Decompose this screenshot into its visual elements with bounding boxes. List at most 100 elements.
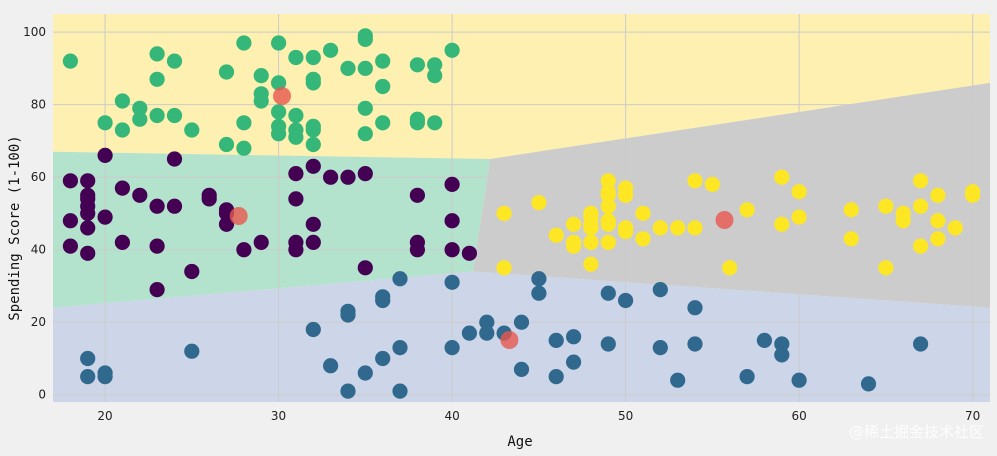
- centroid-marker: [273, 87, 291, 105]
- region-bottom: [53, 271, 990, 402]
- data-point-cluster-3: [913, 198, 929, 214]
- data-point-cluster-2: [97, 147, 113, 163]
- data-point-cluster-3: [496, 260, 512, 276]
- data-point-cluster-2: [444, 213, 460, 229]
- data-point-cluster-3: [687, 173, 703, 189]
- centroids: [229, 87, 734, 349]
- data-point-cluster-1: [114, 93, 130, 109]
- data-point-cluster-1: [375, 53, 391, 69]
- y-tick-label: 100: [23, 25, 46, 39]
- data-point-cluster-4: [566, 354, 582, 370]
- data-point-cluster-4: [392, 383, 408, 399]
- data-point-cluster-3: [496, 205, 512, 221]
- data-point-cluster-2: [62, 213, 78, 229]
- data-point-cluster-2: [184, 263, 200, 280]
- y-tick-label: 60: [31, 170, 46, 184]
- data-point-cluster-3: [600, 187, 616, 203]
- data-point-cluster-1: [271, 104, 287, 120]
- data-point-cluster-2: [236, 242, 252, 258]
- data-point-cluster-4: [479, 314, 495, 330]
- data-point-cluster-3: [583, 256, 599, 272]
- region-right: [472, 82, 990, 308]
- data-point-cluster-3: [618, 224, 634, 240]
- data-point-cluster-1: [236, 140, 252, 156]
- data-point-cluster-1: [375, 115, 391, 131]
- data-point-cluster-1: [149, 107, 165, 124]
- data-point-cluster-2: [80, 205, 96, 221]
- data-point-cluster-1: [357, 31, 373, 47]
- data-point-cluster-2: [149, 238, 165, 254]
- data-point-cluster-4: [670, 372, 686, 388]
- data-point-cluster-1: [97, 115, 113, 131]
- data-points: [62, 28, 981, 399]
- data-point-cluster-1: [305, 136, 321, 153]
- data-point-cluster-4: [80, 369, 96, 385]
- data-point-cluster-3: [913, 173, 929, 189]
- data-point-cluster-2: [305, 234, 321, 250]
- data-point-cluster-1: [340, 60, 356, 76]
- data-point-cluster-2: [149, 282, 165, 298]
- data-point-cluster-4: [756, 332, 773, 348]
- data-point-cluster-4: [618, 292, 634, 309]
- data-point-cluster-1: [357, 60, 373, 76]
- data-point-cluster-4: [531, 285, 547, 301]
- data-point-cluster-1: [114, 122, 130, 138]
- data-point-cluster-2: [114, 180, 130, 196]
- data-point-cluster-1: [166, 107, 183, 124]
- data-point-cluster-1: [305, 122, 321, 138]
- data-point-cluster-1: [305, 49, 321, 66]
- data-point-cluster-4: [461, 325, 477, 341]
- data-point-cluster-3: [583, 220, 599, 236]
- data-point-cluster-2: [132, 187, 148, 203]
- data-point-cluster-2: [62, 238, 78, 254]
- data-point-cluster-3: [600, 173, 616, 189]
- data-point-cluster-1: [271, 35, 287, 51]
- data-point-cluster-1: [288, 129, 304, 145]
- data-point-cluster-2: [166, 198, 183, 214]
- x-tick-label: 30: [271, 409, 286, 423]
- data-point-cluster-2: [253, 234, 269, 250]
- data-point-cluster-1: [184, 122, 200, 138]
- data-point-cluster-3: [583, 234, 599, 250]
- data-point-cluster-4: [774, 336, 790, 352]
- data-point-cluster-3: [930, 213, 946, 229]
- centroid-marker: [500, 331, 519, 349]
- data-point-cluster-4: [375, 292, 391, 309]
- data-point-cluster-4: [600, 336, 616, 352]
- data-point-cluster-3: [670, 220, 686, 236]
- y-tick-label: 0: [38, 388, 46, 402]
- data-point-cluster-3: [774, 169, 790, 185]
- data-point-cluster-4: [566, 329, 582, 345]
- data-point-cluster-2: [461, 245, 477, 261]
- data-point-cluster-4: [513, 361, 530, 377]
- data-point-cluster-1: [271, 126, 287, 142]
- data-point-cluster-1: [236, 115, 252, 131]
- data-point-cluster-3: [687, 220, 703, 236]
- data-point-cluster-4: [80, 350, 96, 367]
- data-point-cluster-2: [80, 173, 96, 189]
- data-point-cluster-1: [323, 42, 339, 58]
- data-point-cluster-1: [132, 100, 148, 116]
- data-point-cluster-4: [600, 285, 616, 301]
- data-point-cluster-4: [513, 314, 530, 330]
- data-point-cluster-2: [114, 234, 130, 250]
- decision-regions: [53, 14, 990, 402]
- data-point-cluster-1: [62, 53, 78, 69]
- data-point-cluster-2: [323, 169, 339, 185]
- data-point-cluster-3: [531, 195, 547, 211]
- data-point-cluster-4: [392, 271, 408, 287]
- data-point-cluster-3: [635, 205, 651, 221]
- data-point-cluster-1: [218, 64, 235, 80]
- data-point-cluster-1: [271, 75, 287, 91]
- data-point-cluster-3: [600, 216, 616, 232]
- data-point-cluster-1: [409, 115, 425, 131]
- data-point-cluster-1: [427, 68, 443, 84]
- data-point-cluster-2: [409, 242, 425, 258]
- x-tick-label: 60: [791, 409, 806, 423]
- data-point-cluster-2: [62, 173, 78, 189]
- data-point-cluster-3: [913, 238, 929, 254]
- data-point-cluster-4: [323, 358, 339, 374]
- data-point-cluster-2: [218, 216, 235, 232]
- data-point-cluster-4: [444, 340, 460, 356]
